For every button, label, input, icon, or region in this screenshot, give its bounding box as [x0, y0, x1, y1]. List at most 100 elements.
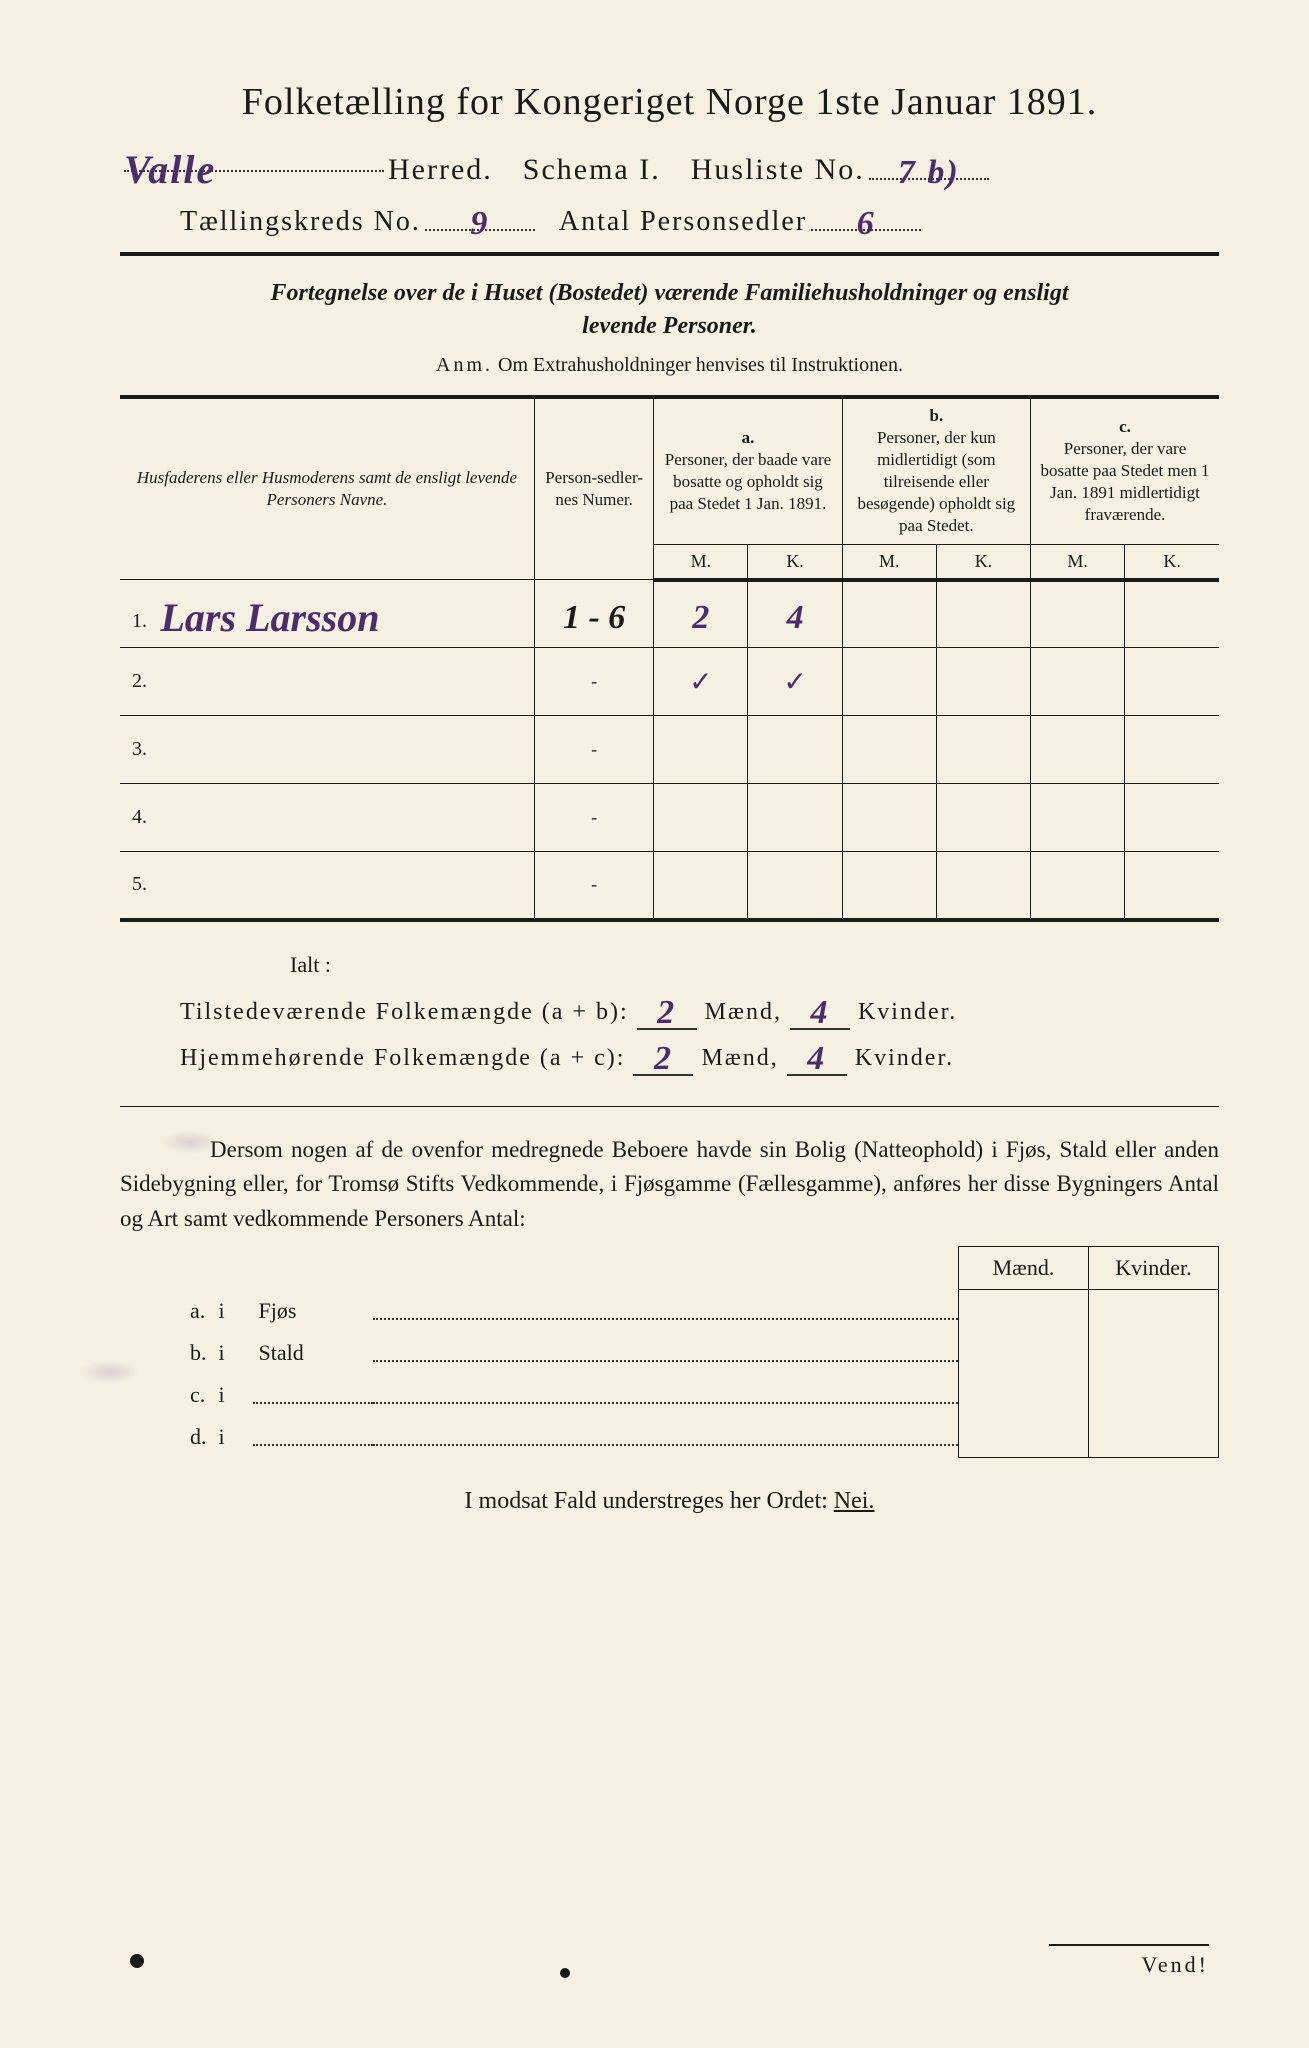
- ink-dot: [560, 1968, 570, 1978]
- bygn-lab: a.: [120, 1290, 213, 1332]
- bygn-m: [959, 1290, 1089, 1332]
- table-row: 2. - ✓ ✓: [120, 648, 1219, 716]
- nei-line: I modsat Fald understreges her Ordet: Ne…: [120, 1488, 1219, 1515]
- bygn-dots: [373, 1416, 959, 1458]
- col-b-header: b.Personer, der kun midlertidigt (som ti…: [842, 397, 1030, 544]
- col-name-header: Husfaderens eller Husmoderens samt de en…: [120, 397, 534, 580]
- bygn-i: i: [213, 1290, 253, 1332]
- anm-label: Anm.: [436, 354, 493, 376]
- bygn-dots: [373, 1290, 959, 1332]
- ink-dot: [130, 1954, 144, 1968]
- row-name: Lars Larsson: [161, 595, 380, 640]
- summary-label: Tilstedeværende Folkemængde (a + b):: [180, 999, 629, 1026]
- summary-v2m: 2: [654, 1040, 673, 1077]
- cell-aM: [654, 784, 748, 852]
- bygn-m: [959, 1416, 1089, 1458]
- summary-v1m: 2: [657, 994, 676, 1031]
- summary-hjemme: Hjemmehørende Folkemængde (a + c): 2 Mæn…: [180, 1036, 1219, 1076]
- cell-bM: [842, 648, 936, 716]
- bygn-i: i: [213, 1374, 253, 1416]
- maend-label: Mænd,: [701, 1045, 778, 1072]
- kreds-label: Tællingskreds No.: [180, 206, 421, 238]
- nei-pre: I modsat Fald understreges her Ordet:: [465, 1488, 834, 1514]
- col-c-k: K.: [1125, 544, 1219, 580]
- kvinder-label: Kvinder.: [858, 999, 957, 1026]
- summary-label: Hjemmehørende Folkemængde (a + c):: [180, 1045, 625, 1072]
- cell-aM: 2: [692, 599, 709, 636]
- bygn-type: Fjøs: [253, 1290, 373, 1332]
- row-numrange: -: [534, 784, 653, 852]
- herred-value: Valle: [124, 147, 216, 192]
- col-c-header: c.Personer, der vare bosatte paa Stedet …: [1031, 397, 1219, 544]
- table-row: 3. -: [120, 716, 1219, 784]
- summary-tilstede: Tilstedeværende Folkemængde (a + b): 2 M…: [180, 990, 1219, 1030]
- cell-cM: [1031, 716, 1125, 784]
- summary-v2k: 4: [807, 1040, 826, 1077]
- table-row: 4. -: [120, 784, 1219, 852]
- husliste-value: 7 b): [898, 154, 960, 191]
- row-numrange: 1 - 6: [563, 599, 625, 636]
- summary-v1k: 4: [810, 994, 829, 1031]
- col-a-m: M.: [654, 544, 748, 580]
- cell-cM: [1031, 580, 1125, 648]
- cell-aK: [748, 716, 842, 784]
- table-row: 5. -: [120, 852, 1219, 920]
- antal-value: 6: [857, 205, 876, 242]
- nei-word: Nei.: [834, 1488, 875, 1514]
- husliste-label: Husliste No.: [691, 153, 865, 187]
- col-a-header: a.Personer, der baade vare bosatte og op…: [654, 397, 842, 544]
- cell-bK: [936, 784, 1030, 852]
- bygn-m: [959, 1332, 1089, 1374]
- cell-aM: ✓: [689, 666, 712, 697]
- row-num: 3.: [132, 738, 156, 761]
- cell-cM: [1031, 784, 1125, 852]
- ialt-label: Ialt :: [290, 952, 1219, 978]
- herred-label: Herred.: [388, 153, 493, 187]
- cell-bM: [842, 852, 936, 920]
- ink-smudge: [80, 1360, 140, 1384]
- bygn-i: i: [213, 1332, 253, 1374]
- bygn-i: i: [213, 1416, 253, 1458]
- bygn-header: Mænd. Kvinder.: [120, 1247, 1219, 1290]
- antal-label: Antal Personsedler: [559, 206, 807, 238]
- col-c-m: M.: [1031, 544, 1125, 580]
- header-row-2: Tællingskreds No. 9 Antal Personsedler 6: [180, 201, 1219, 238]
- census-form-page: Folketælling for Kongeriget Norge 1ste J…: [120, 80, 1219, 1988]
- main-table: Husfaderens eller Husmoderens samt de en…: [120, 395, 1219, 922]
- cell-aK: ✓: [783, 666, 806, 697]
- bygn-type: [253, 1374, 373, 1416]
- bygn-maend-header: Mænd.: [959, 1247, 1089, 1290]
- row-numrange: -: [534, 716, 653, 784]
- vend-label: Vend!: [1049, 1944, 1209, 1978]
- bygn-k: [1089, 1290, 1219, 1332]
- bygn-row: b. i Stald: [120, 1332, 1219, 1374]
- cell-cK: [1125, 716, 1219, 784]
- cell-aM: [654, 852, 748, 920]
- ink-smudge: [160, 1130, 220, 1154]
- row-num: 2.: [132, 670, 156, 693]
- bygn-row: a. i Fjøs: [120, 1290, 1219, 1332]
- row-num: 1.: [132, 610, 156, 633]
- anm-line: Anm. Om Extrahusholdninger henvises til …: [120, 354, 1219, 377]
- schema-label: Schema I.: [523, 153, 661, 187]
- bygn-type: [253, 1416, 373, 1458]
- cell-aM: [654, 716, 748, 784]
- cell-bK: [936, 716, 1030, 784]
- subtitle-line-1: Fortegnelse over de i Huset (Bostedet) v…: [120, 280, 1219, 307]
- cell-bM: [842, 580, 936, 648]
- cell-bK: [936, 852, 1030, 920]
- bygn-k: [1089, 1374, 1219, 1416]
- row-num: 4.: [132, 806, 156, 829]
- bygn-row: d. i: [120, 1416, 1219, 1458]
- col-b-k: K.: [936, 544, 1030, 580]
- rule-2: [120, 1106, 1219, 1107]
- col-a-k: K.: [748, 544, 842, 580]
- col-b-m: M.: [842, 544, 936, 580]
- page-title: Folketælling for Kongeriget Norge 1ste J…: [120, 80, 1219, 124]
- cell-cM: [1031, 648, 1125, 716]
- bygn-m: [959, 1374, 1089, 1416]
- bygn-k: [1089, 1332, 1219, 1374]
- bygn-dots: [373, 1332, 959, 1374]
- kvinder-label: Kvinder.: [855, 1045, 954, 1072]
- maend-label: Mænd,: [705, 999, 782, 1026]
